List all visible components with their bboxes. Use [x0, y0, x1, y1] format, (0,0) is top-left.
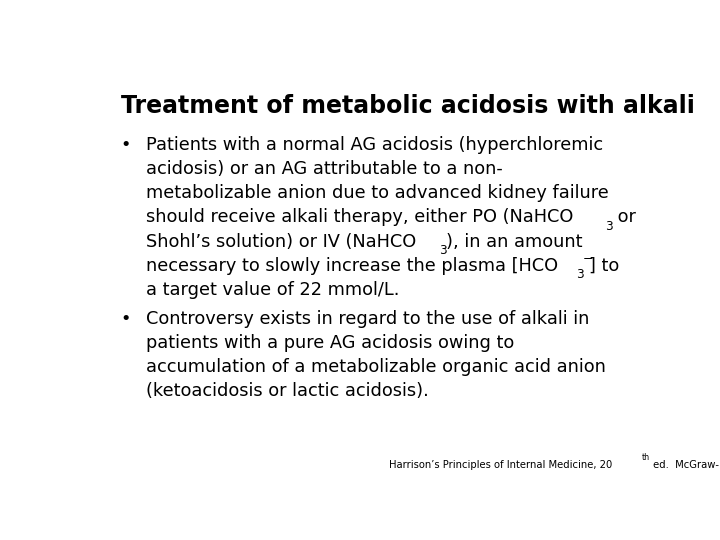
Text: 3: 3 — [606, 220, 613, 233]
Text: acidosis) or an AG attributable to a non-: acidosis) or an AG attributable to a non… — [145, 160, 503, 178]
Text: Controversy exists in regard to the use of alkali in: Controversy exists in regard to the use … — [145, 310, 589, 328]
Text: should receive alkali therapy, either PO (NaHCO: should receive alkali therapy, either PO… — [145, 208, 573, 226]
Text: 3: 3 — [576, 268, 584, 281]
Text: accumulation of a metabolizable organic acid anion: accumulation of a metabolizable organic … — [145, 358, 606, 376]
Text: ed.  McGraw-Hill Education; 2018: ed. McGraw-Hill Education; 2018 — [650, 460, 720, 470]
Text: •: • — [121, 136, 131, 154]
Text: Patients with a normal AG acidosis (hyperchloremic: Patients with a normal AG acidosis (hype… — [145, 136, 603, 154]
Text: metabolizable anion due to advanced kidney failure: metabolizable anion due to advanced kidn… — [145, 184, 608, 202]
Text: ), in an amount: ), in an amount — [446, 233, 582, 251]
Text: −: − — [582, 252, 593, 265]
Text: ] to: ] to — [590, 256, 620, 275]
Text: (ketoacidosis or lactic acidosis).: (ketoacidosis or lactic acidosis). — [145, 382, 428, 400]
Text: or: or — [612, 208, 636, 226]
Text: •: • — [121, 310, 131, 328]
Text: Treatment of metabolic acidosis with alkali: Treatment of metabolic acidosis with alk… — [121, 94, 695, 118]
Text: 3: 3 — [439, 244, 447, 257]
Text: th: th — [642, 453, 649, 462]
Text: patients with a pure AG acidosis owing to: patients with a pure AG acidosis owing t… — [145, 334, 514, 352]
Text: a target value of 22 mmol/L.: a target value of 22 mmol/L. — [145, 281, 399, 299]
Text: necessary to slowly increase the plasma [HCO: necessary to slowly increase the plasma … — [145, 256, 558, 275]
Text: Harrison’s Principles of Internal Medicine, 20: Harrison’s Principles of Internal Medici… — [389, 460, 612, 470]
Text: Shohl’s solution) or IV (NaHCO: Shohl’s solution) or IV (NaHCO — [145, 233, 416, 251]
